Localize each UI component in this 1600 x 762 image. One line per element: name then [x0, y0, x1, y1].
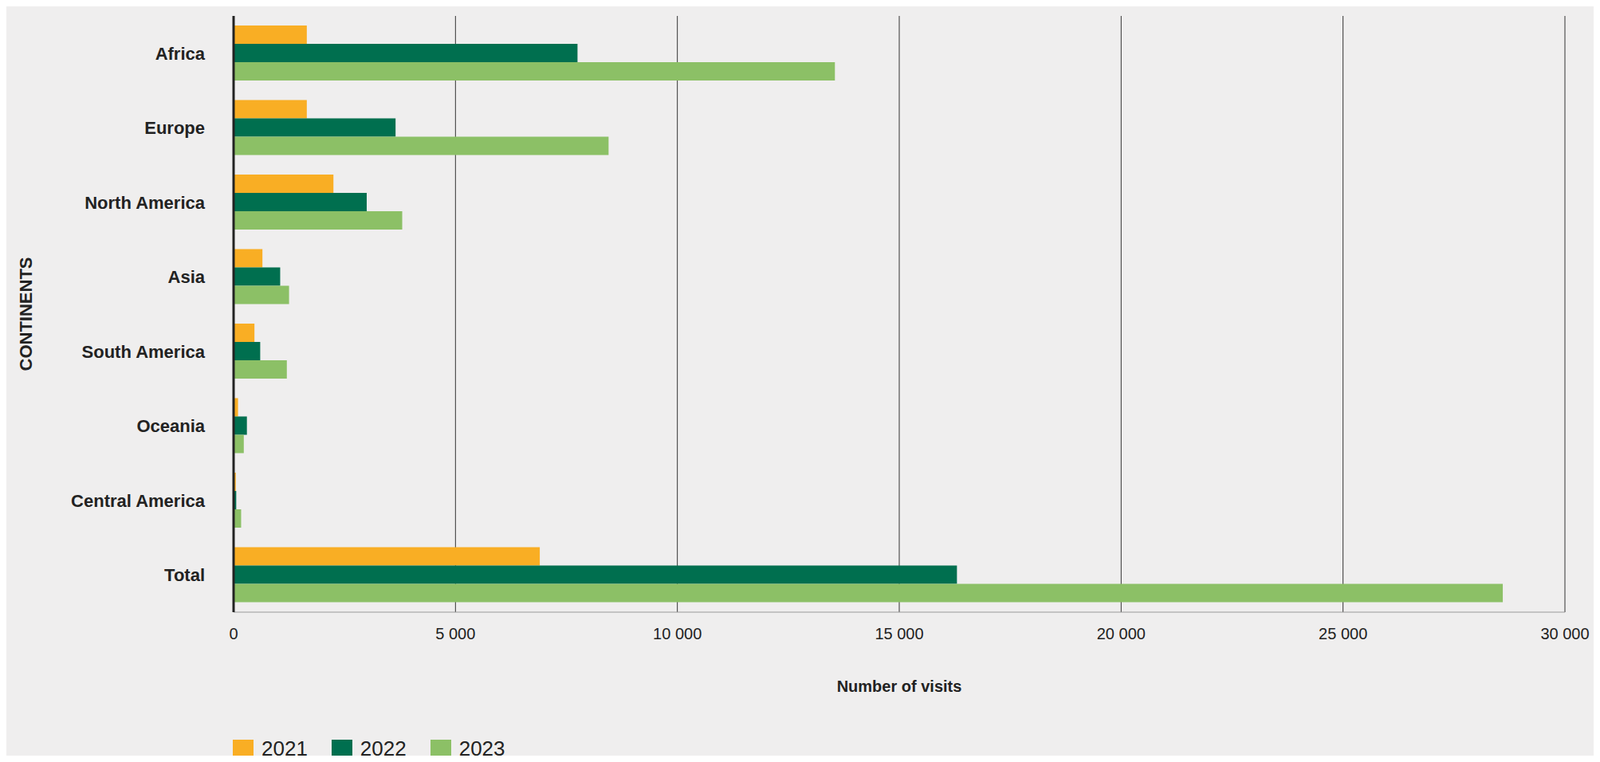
svg-text:10 000: 10 000: [652, 625, 702, 643]
html-text:2022: 2022: [360, 736, 407, 761]
svg-text:5 000: 5 000: [435, 625, 476, 643]
svg-text:Europe: Europe: [144, 117, 205, 138]
svg-text:Number of visits: Number of visits: [837, 677, 963, 696]
svg-text:CONTINENTS: CONTINENTS: [15, 257, 36, 372]
svg-text:South America: South America: [82, 342, 206, 362]
svg-text:30 000: 30 000: [1540, 625, 1589, 643]
svg-text:Central America: Central America: [70, 491, 206, 512]
svg-text:Asia: Asia: [168, 267, 206, 287]
svg-text:25 000: 25 000: [1318, 625, 1368, 643]
html-text:2023: 2023: [458, 736, 506, 761]
html-text:2021: 2021: [261, 736, 308, 761]
svg-text:Total: Total: [164, 565, 205, 586]
svg-text:Oceania: Oceania: [136, 416, 205, 437]
svg-text:Africa: Africa: [155, 43, 206, 64]
svg-text:15 000: 15 000: [874, 625, 924, 643]
svg-text:20 000: 20 000: [1096, 625, 1146, 643]
svg-text:North America: North America: [84, 192, 206, 213]
svg-text:0: 0: [228, 625, 238, 643]
